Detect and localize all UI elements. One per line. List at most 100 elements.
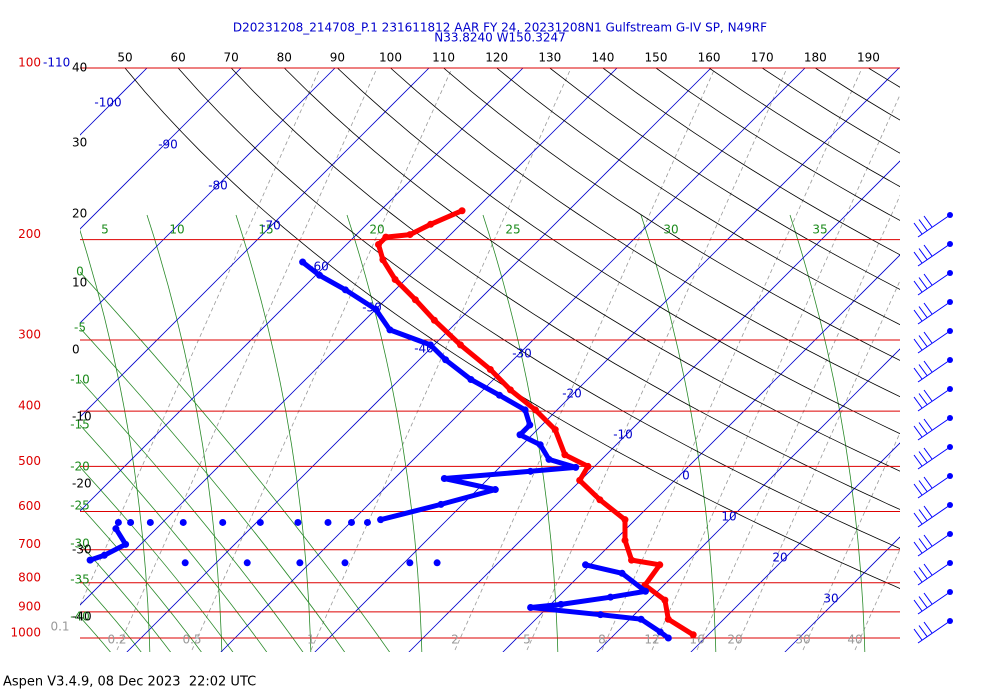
isotherm [220,68,806,652]
barb-staff [917,417,951,441]
dry-adiabat [177,68,900,550]
barb-staff [917,475,951,499]
theta-label: 190 [857,51,880,65]
moist-label-left: 0 [76,265,84,279]
isotherm [80,68,336,324]
moist-line [80,579,142,652]
left-label: -30 [72,543,92,557]
moist-label-top: 30 [663,223,678,237]
barb-feather [923,244,933,257]
moist-label-left: -25 [70,499,90,513]
isotherm-label: 10 [721,510,736,524]
barb-staff [917,533,951,557]
barb-staff [917,388,951,412]
moist-line [482,214,559,652]
barb-feather [923,302,933,315]
moist-label-left: -10 [70,373,90,387]
theta-label: 170 [751,51,774,65]
profile-point [294,518,302,526]
barb-feather [913,454,923,467]
y-tick-label: 200 [18,227,41,241]
mixing-label: 0.2 [107,633,126,647]
y-tick-label: 800 [18,570,41,584]
mixing-line [651,93,900,651]
wind-barbs [913,212,953,644]
barb-feather [918,596,928,608]
dry-adiabat [284,68,900,472]
mixing-label: 1 [307,633,315,647]
theta-label: 80 [277,51,292,65]
dry-adiabat [230,68,900,510]
barb-feather [913,396,923,409]
pressure-grid [80,67,900,639]
moist-line [789,214,866,652]
y-tick-label: 300 [18,327,41,341]
profile-point [127,518,135,526]
barb-feather [918,393,928,405]
moist-label-top: 20 [369,223,384,237]
barb-staff [917,359,951,383]
barb-feather [923,621,933,634]
chart-title: D20231208_214708_P.1 231611812 AAR FY 24… [233,21,767,35]
moist-line [80,466,234,652]
profile-point [296,559,304,567]
barb-feather [918,509,928,521]
left-label: 20 [72,207,87,221]
theta-label: 160 [698,51,721,65]
profile-point [406,559,414,567]
mixing-line [526,68,788,651]
profile-line [376,208,696,638]
barb-feather [913,309,923,322]
moist-line [80,424,268,652]
profile-point [114,518,122,526]
labels: 0.10.2 0.5 1 2 5 8 12 16 20 30 400-5-10-15-20-25-3… [10,51,879,647]
profile-point [219,518,227,526]
barb-feather [918,219,928,231]
mixing-label: 40 [847,633,862,647]
dry-adiabat [124,68,900,589]
theta-label: 150 [645,51,668,65]
moist-label-left: -40 [70,610,90,624]
barb-feather [918,277,928,289]
theta-label: 110 [432,51,455,65]
y-tick-label: 100 [18,56,41,70]
isotherm-label: -70 [261,219,281,233]
mixing-label: 8 [598,633,606,647]
moist-label-top: 25 [505,223,520,237]
moist-line [80,616,111,652]
moist-label-top: 15 [258,223,273,237]
dry-adiabat [443,68,900,361]
barb-feather [923,563,933,576]
isotherm [126,68,712,652]
isotherm [784,536,900,652]
moist-label-left: -35 [70,573,90,587]
moist-line [80,505,202,652]
profile-point [179,518,187,526]
moist-label-left: -5 [74,321,86,335]
isotherm-label: -110 [43,56,70,70]
barb-feather [913,280,923,293]
barb-feather [918,625,928,637]
barb-feather [923,418,933,431]
theta-label: 90 [330,51,345,65]
barb-staff [917,562,951,586]
isotherm-label: -10 [613,428,633,442]
profile-point [146,518,154,526]
barb-staff [917,504,951,528]
profile-point [181,559,189,567]
y-tick-label: 600 [18,499,41,513]
chart-subtitle: N33.8240 W150.3247 [434,31,566,45]
profiles [86,207,697,642]
isotherm [690,442,900,652]
moist-label-top: 35 [812,223,827,237]
mixing-line [310,68,572,651]
mixing-line [802,431,900,651]
profile-point [243,559,251,567]
mixing-line [116,68,378,651]
barb-feather [918,567,928,579]
barb-feather [918,306,928,318]
barb-feather [923,592,933,605]
profile-point [347,518,355,526]
dry-adiabat [815,68,900,121]
left-label: 30 [72,136,87,150]
